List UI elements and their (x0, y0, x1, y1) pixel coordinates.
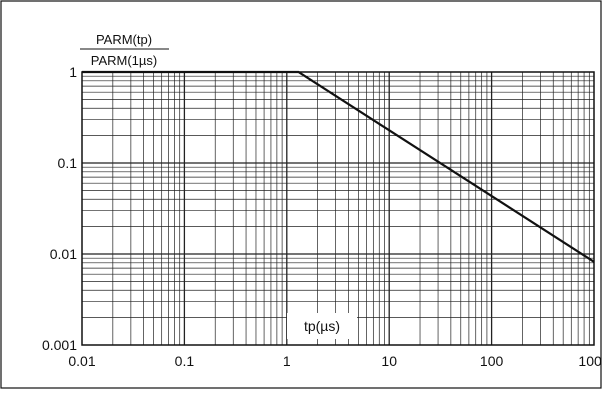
grid-lines (82, 72, 594, 345)
x-tick-label: 0.01 (68, 353, 95, 369)
y-tick-label: 1 (69, 64, 77, 80)
y-axis-label-denominator: PARM(1µs) (91, 53, 157, 68)
series-line (82, 70, 595, 263)
x-tick-label: 1 (283, 353, 291, 369)
y-tick-label: 0.01 (50, 246, 77, 262)
y-axis-label-numerator: PARM(tp) (96, 32, 152, 47)
x-tick-label: 10 (381, 353, 397, 369)
x-tick-label: 100 (480, 353, 504, 369)
plot-frame (81, 71, 595, 346)
series-layer (82, 70, 595, 263)
y-tick-label: 0.001 (42, 337, 77, 353)
x-tick-label: 0.1 (175, 353, 195, 369)
x-axis-label-background (287, 313, 357, 339)
x-axis-label: tp(µs) (304, 318, 340, 334)
y-tick-label: 0.1 (58, 155, 78, 171)
